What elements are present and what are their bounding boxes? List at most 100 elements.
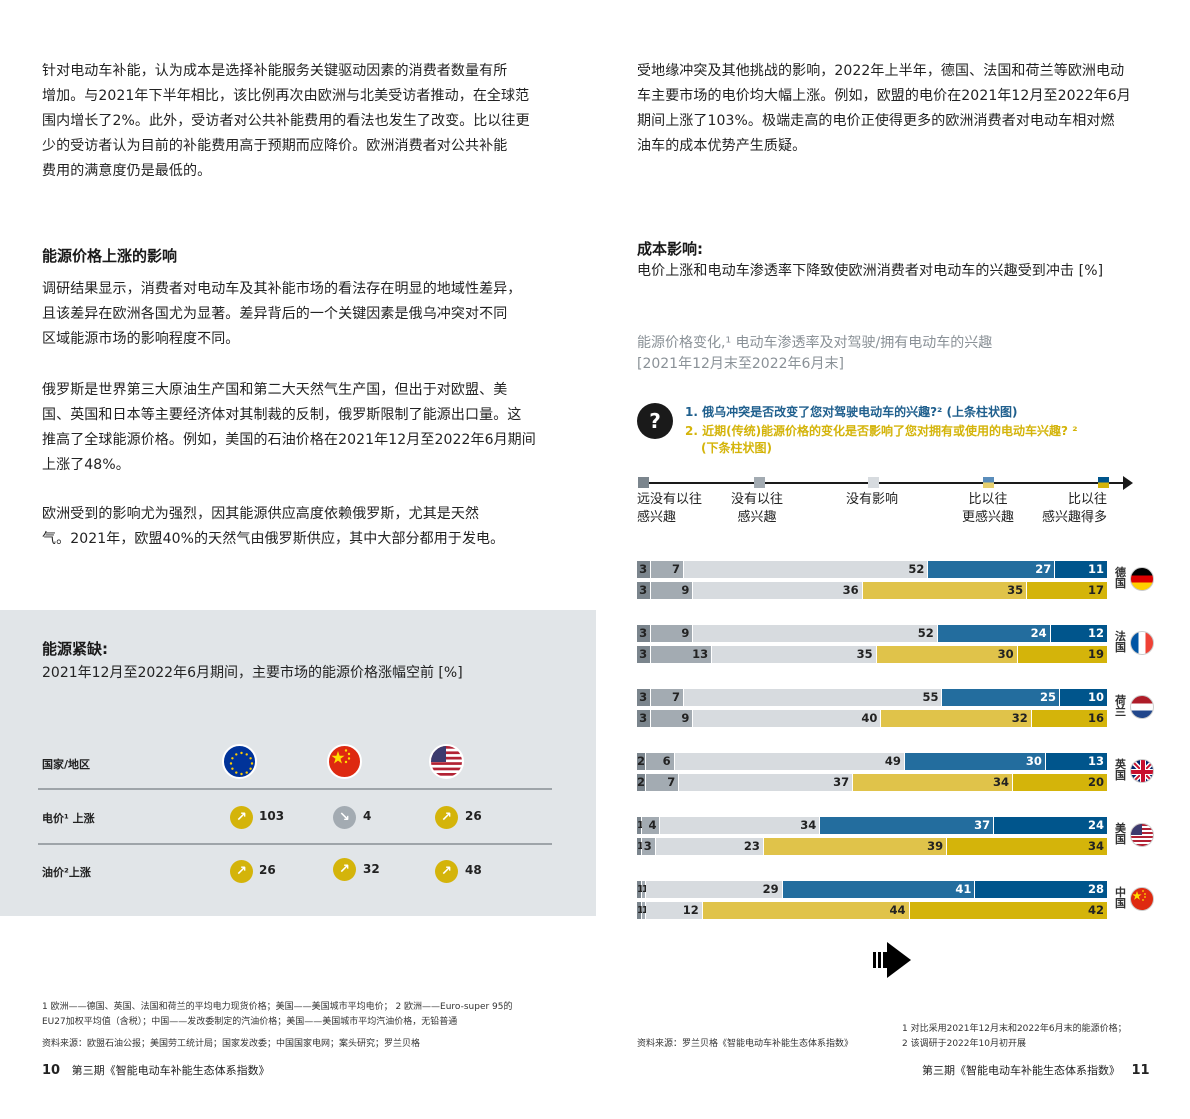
publication-title: 第三期《智能电动车补能生态体系指数》 bbox=[922, 1064, 1120, 1077]
bar-segment: 3 bbox=[641, 838, 656, 855]
bar-segment: 30 bbox=[876, 646, 1018, 663]
legend-label: 比以往 更感兴趣 bbox=[962, 491, 1014, 527]
next-page-arrow-icon[interactable] bbox=[873, 942, 913, 982]
table-divider bbox=[38, 843, 552, 845]
bar-segment: 23 bbox=[655, 838, 764, 855]
bar-row-q1: 1 1 29 41 28 bbox=[637, 881, 1107, 898]
bar-row-q2: 3 13 35 30 19 bbox=[637, 646, 1107, 663]
bar-segment: 32 bbox=[881, 710, 1032, 727]
bar-segment: 16 bbox=[1031, 710, 1107, 727]
bar-row-q1: 1 4 34 37 24 bbox=[637, 817, 1107, 834]
germany-flag-icon bbox=[1130, 567, 1154, 591]
panel-subtitle: 2021年12月至2022年6月期间，主要市场的能源价格涨幅空前 [%] bbox=[42, 665, 463, 681]
paragraph-3: 欧洲受到的影响尤为强烈，因其能源供应高度依赖俄罗斯，尤其是天然 气。2021年，… bbox=[42, 502, 504, 552]
text-line: 受地缘冲突及其他挑战的影响，2022年上半年，德国、法国和荷兰等欧洲电动 bbox=[637, 63, 1125, 79]
text-line: 更感兴趣 bbox=[962, 510, 1015, 525]
text-line: 且该差异在欧洲各国尤为显著。差异背后的一个关键因素是俄乌冲突对不同 bbox=[42, 306, 508, 322]
source-note: 资料来源：罗兰贝格《智能电动车补能生态体系指数》 bbox=[637, 1039, 854, 1049]
page-number: 11 bbox=[1131, 1063, 1150, 1078]
arrow-up-icon: ↗ bbox=[230, 806, 253, 829]
text-line: 油车的成本优势产生质疑。 bbox=[637, 138, 807, 154]
bar-segment: 20 bbox=[1012, 774, 1107, 791]
bar-segment: 35 bbox=[712, 646, 877, 663]
bar-row-q2: 1 3 23 39 34 bbox=[637, 838, 1107, 855]
bar-segment: 52 bbox=[683, 561, 929, 578]
bar-segment: 19 bbox=[1017, 646, 1107, 663]
bar-segment: 3 bbox=[637, 646, 652, 663]
bar-segment: 29 bbox=[646, 881, 783, 898]
country-label-germany: 德国 bbox=[1115, 566, 1126, 590]
legend-swatch bbox=[1098, 477, 1109, 488]
bar-segment: 1 bbox=[637, 838, 644, 855]
bar-segment: 40 bbox=[693, 710, 882, 727]
text-line: 比以往 bbox=[968, 492, 1008, 507]
arrow-up-icon: ↗ bbox=[435, 860, 458, 883]
bar-segment: 13 bbox=[1045, 753, 1107, 770]
text-line: 车主要市场的电价均大幅上涨。例如，欧盟的电价在2021年12月至2022年6月 bbox=[637, 88, 1131, 104]
text-line: 感兴趣 bbox=[737, 510, 777, 525]
text-line: 期间上涨了103%。极端走高的电价正使得更多的欧洲消费者对电动车相对燃 bbox=[637, 113, 1115, 129]
usa-flag-icon bbox=[429, 744, 464, 779]
page-number: 10 bbox=[42, 1063, 61, 1078]
bar-segment: 37 bbox=[820, 817, 995, 834]
uk-flag-icon bbox=[1130, 759, 1154, 783]
value-eu-oil: 26 bbox=[259, 863, 276, 877]
footnotes: 1 对比采用2021年12月末和2022年6月末的能源价格； 2 该调研于202… bbox=[902, 1022, 1127, 1052]
energy-shortage-panel: 能源紧缺: 2021年12月至2022年6月期间，主要市场的能源价格涨幅空前 [… bbox=[0, 610, 596, 916]
china-flag-icon bbox=[327, 744, 362, 779]
country-label-uk: 英国 bbox=[1115, 758, 1126, 782]
paragraph-2: 俄罗斯是世界第三大原油生产国和第二大天然气生产国，但出于对欧盟、美 国、英国和日… bbox=[42, 378, 536, 478]
france-flag-icon bbox=[1130, 631, 1154, 655]
bar-row-q2: 3 9 40 32 16 bbox=[637, 710, 1107, 727]
bar-row-q2: 1 1 12 44 42 bbox=[637, 902, 1107, 919]
bar-segment: 11 bbox=[1055, 561, 1107, 578]
text-line: 没有影响 bbox=[846, 492, 899, 507]
bar-segment: 3 bbox=[637, 582, 652, 599]
legend-label: 没有以往 感兴趣 bbox=[731, 491, 783, 527]
intro-paragraph: 受地缘冲突及其他挑战的影响，2022年上半年，德国、法国和荷兰等欧洲电动 车主要… bbox=[637, 59, 1131, 159]
bar-segment: 2 bbox=[637, 774, 647, 791]
bar-segment: 55 bbox=[683, 689, 943, 706]
text-line: 上涨了48%。 bbox=[42, 457, 130, 473]
bar-segment: 3 bbox=[637, 710, 652, 727]
bar-segment: 24 bbox=[937, 625, 1051, 642]
footnote-line: 1 对比采用2021年12月末和2022年6月末的能源价格； bbox=[902, 1024, 1127, 1034]
source-note: 资料来源：欧盟石油公报；美国劳工统计局；国家发改委；中国国家电网；案头研究；罗兰… bbox=[42, 1039, 421, 1049]
bar-segment: 1 bbox=[641, 902, 649, 919]
bar-segment: 52 bbox=[693, 625, 938, 642]
country-label-netherlands: 荷兰 bbox=[1115, 694, 1126, 718]
bar-row-q1: 3 9 52 24 12 bbox=[637, 625, 1107, 642]
bar-row-q2: 2 7 37 34 20 bbox=[637, 774, 1107, 791]
text-line: 围内增长了2%。此外，受访者对公共补能费用的看法也发生了改变。比以往更 bbox=[42, 113, 530, 129]
arrow-up-icon: ↗ bbox=[230, 860, 253, 883]
china-flag-icon bbox=[1130, 887, 1154, 911]
legend-swatch bbox=[638, 477, 649, 488]
text-line: 费用的满意度仍是最低的。 bbox=[42, 163, 212, 179]
bar-segment: 1 bbox=[637, 881, 644, 898]
bar-segment: 9 bbox=[651, 582, 694, 599]
value-usa-electricity: 26 bbox=[465, 809, 482, 823]
value-usa-oil: 48 bbox=[465, 863, 482, 877]
bar-segment: 34 bbox=[660, 817, 821, 834]
legend-swatch bbox=[868, 477, 879, 488]
text-line: 没有以往 bbox=[731, 492, 784, 507]
eu-flag-icon bbox=[222, 744, 257, 779]
bar-segment: 27 bbox=[928, 561, 1056, 578]
text-line: 气。2021年，欧盟40%的天然气由俄罗斯供应，其中大部分都用于发电。 bbox=[42, 531, 505, 547]
axis-arrow-icon bbox=[1123, 476, 1133, 490]
header-label: 国家/地区 bbox=[42, 758, 91, 771]
table-divider bbox=[38, 788, 552, 790]
bar-segment: 34 bbox=[853, 774, 1013, 791]
bar-segment: 39 bbox=[763, 838, 948, 855]
bar-segment: 4 bbox=[641, 817, 661, 834]
right-page: 受地缘冲突及其他挑战的影响，2022年上半年，德国、法国和荷兰等欧洲电动 车主要… bbox=[595, 0, 1190, 1119]
bar-segment: 1 bbox=[637, 902, 644, 919]
legend-swatch bbox=[754, 477, 765, 488]
page-footer: 第三期《智能电动车补能生态体系指数》 11 bbox=[922, 1062, 1150, 1078]
bar-segment: 9 bbox=[651, 710, 694, 727]
bar-segment: 12 bbox=[646, 902, 703, 919]
country-label-china: 中国 bbox=[1115, 886, 1126, 910]
text-line: 少的受访者认为目前的补能费用高于预期而应降价。欧洲消费者对公共补能 bbox=[42, 138, 508, 154]
question-mark-icon: ? bbox=[637, 403, 673, 439]
text-line: 2. 近期(传统)能源价格的变化是否影响了您对拥有或使用的电动车兴趣? ² bbox=[685, 424, 1078, 438]
